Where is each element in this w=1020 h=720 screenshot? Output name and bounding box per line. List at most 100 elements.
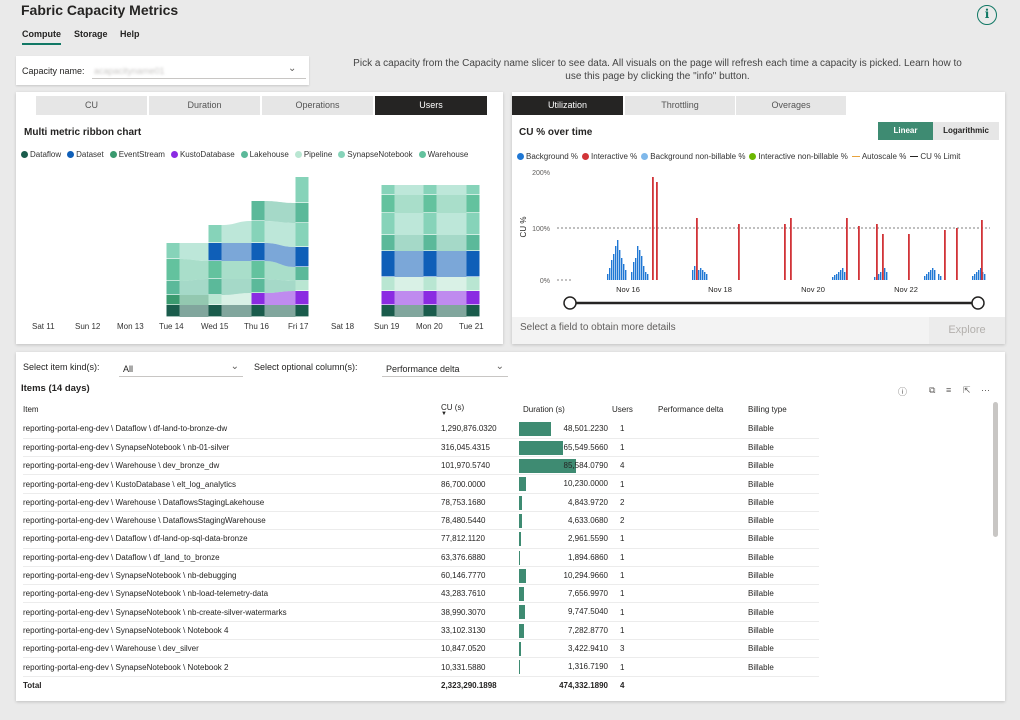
ribbon-segment[interactable]: [208, 295, 222, 305]
ribbon-segment[interactable]: [295, 267, 309, 281]
tab-utilization[interactable]: Utilization: [512, 96, 623, 115]
legend-item[interactable]: Lakehouse: [240, 150, 289, 159]
table-row[interactable]: reporting-portal-eng-dev \ SynapseNotebo…: [23, 657, 819, 677]
ribbon-segment[interactable]: [423, 195, 437, 213]
ribbon-segment[interactable]: [423, 305, 437, 317]
ribbon-segment[interactable]: [208, 225, 222, 243]
col-header-users[interactable]: Users: [612, 404, 633, 414]
table-row[interactable]: reporting-portal-eng-dev \ SynapseNotebo…: [23, 584, 819, 604]
legend-item[interactable]: Warehouse: [418, 150, 468, 159]
legend-item[interactable]: Background %: [517, 152, 578, 161]
ribbon-segment[interactable]: [295, 291, 309, 305]
ribbon-segment[interactable]: [466, 291, 480, 305]
table-scrollbar[interactable]: [993, 402, 998, 537]
chevron-down-icon[interactable]: ⌄: [288, 63, 297, 74]
ribbon-segment[interactable]: [423, 251, 437, 277]
ribbon-segment[interactable]: [251, 305, 265, 317]
item-kind-dropdown[interactable]: All ⌄: [119, 356, 243, 377]
legend-item[interactable]: Dataflow: [21, 150, 61, 159]
tab-help[interactable]: Help: [120, 29, 140, 39]
legend-item[interactable]: KustoDatabase: [170, 150, 235, 159]
table-row[interactable]: reporting-portal-eng-dev \ SynapseNotebo…: [23, 438, 819, 458]
tab-compute[interactable]: Compute: [22, 29, 61, 45]
ribbon-segment[interactable]: [381, 195, 395, 213]
capacity-slicer[interactable]: Capacity name: acapacityname01 ⌄: [16, 56, 309, 85]
capacity-value[interactable]: acapacityname01: [94, 66, 165, 76]
ribbon-chart[interactable]: [16, 162, 503, 322]
ribbon-segment[interactable]: [208, 261, 222, 279]
ribbon-segment[interactable]: [423, 235, 437, 251]
tab-storage[interactable]: Storage: [74, 29, 108, 39]
table-row[interactable]: reporting-portal-eng-dev \ Warehouse \ d…: [23, 456, 819, 476]
info-button[interactable]: i: [977, 5, 997, 25]
ribbon-segment[interactable]: [381, 185, 395, 195]
table-row[interactable]: reporting-portal-eng-dev \ Dataflow \ df…: [23, 420, 819, 439]
table-row[interactable]: reporting-portal-eng-dev \ Dataflow \ df…: [23, 548, 819, 567]
legend-item[interactable]: Dataset: [67, 150, 104, 159]
ribbon-segment[interactable]: [295, 223, 309, 247]
tab-duration[interactable]: Duration: [149, 96, 260, 115]
ribbon-segment[interactable]: [423, 291, 437, 305]
ribbon-segment[interactable]: [381, 251, 395, 277]
ribbon-segment[interactable]: [251, 201, 265, 221]
ribbon-segment[interactable]: [295, 305, 309, 317]
optional-column-dropdown[interactable]: Performance delta ⌄: [382, 356, 508, 377]
col-header-cu[interactable]: CU (s) ▼: [441, 398, 519, 420]
utilization-chart[interactable]: 200% 100% 0% CU % Nov 16 Nov 18 Nov 20 Nov 22: [512, 162, 1005, 312]
legend-item[interactable]: Interactive %: [582, 152, 637, 161]
tab-overages[interactable]: Overages: [736, 96, 846, 115]
legend-item[interactable]: Background non-billable %: [641, 152, 745, 161]
ribbon-segment[interactable]: [208, 243, 222, 261]
ribbon-segment[interactable]: [251, 279, 265, 293]
table-row[interactable]: reporting-portal-eng-dev \ SynapseNotebo…: [23, 566, 819, 586]
ribbon-segment[interactable]: [295, 177, 309, 203]
ribbon-segment[interactable]: [251, 293, 265, 305]
table-row[interactable]: reporting-portal-eng-dev \ KustoDatabase…: [23, 474, 819, 494]
filter-icon[interactable]: ≡: [946, 385, 952, 395]
table-row[interactable]: reporting-portal-eng-dev \ Warehouse \ d…: [23, 639, 819, 659]
scale-linear-button[interactable]: Linear: [878, 122, 933, 140]
ribbon-segment[interactable]: [251, 261, 265, 279]
scale-logarithmic-button[interactable]: Logarithmic: [933, 122, 999, 140]
ribbon-segment[interactable]: [466, 195, 480, 213]
ribbon-segment[interactable]: [466, 185, 480, 195]
table-row[interactable]: reporting-portal-eng-dev \ Warehouse \ D…: [23, 493, 819, 512]
copy-icon[interactable]: ⧉: [929, 385, 936, 395]
ribbon-segment[interactable]: [381, 235, 395, 251]
ribbon-segment[interactable]: [208, 279, 222, 295]
col-header-duration[interactable]: Duration (s): [523, 404, 565, 414]
ribbon-segment[interactable]: [295, 203, 309, 223]
tab-users[interactable]: Users: [375, 96, 487, 115]
col-header-perf[interactable]: Performance delta: [658, 404, 724, 414]
legend-item[interactable]: Pipeline: [294, 150, 332, 159]
tab-operations[interactable]: Operations: [262, 96, 373, 115]
ribbon-segment[interactable]: [166, 243, 180, 259]
col-header-billing[interactable]: Billing type: [748, 404, 787, 414]
legend-item[interactable]: SynapseNotebook: [338, 150, 413, 159]
ribbon-segment[interactable]: [381, 291, 395, 305]
ribbon-segment[interactable]: [166, 295, 180, 305]
ribbon-segment[interactable]: [166, 259, 180, 281]
legend-item[interactable]: Interactive non-billable %: [749, 152, 848, 161]
table-row[interactable]: reporting-portal-eng-dev \ Dataflow \ df…: [23, 529, 819, 549]
table-row[interactable]: reporting-portal-eng-dev \ SynapseNotebo…: [23, 621, 819, 641]
ribbon-segment[interactable]: [381, 277, 395, 291]
focus-mode-icon[interactable]: ⇱: [963, 385, 971, 395]
ribbon-segment[interactable]: [251, 221, 265, 243]
explore-button[interactable]: Explore: [929, 317, 1005, 344]
legend-item[interactable]: Autoscale %: [851, 152, 906, 161]
ribbon-segment[interactable]: [423, 277, 437, 291]
ribbon-segment[interactable]: [466, 277, 480, 291]
ribbon-segment[interactable]: [423, 185, 437, 195]
ribbon-segment[interactable]: [166, 281, 180, 295]
table-row[interactable]: reporting-portal-eng-dev \ Warehouse \ D…: [23, 511, 819, 531]
ribbon-segment[interactable]: [251, 243, 265, 261]
ribbon-segment[interactable]: [295, 247, 309, 267]
ribbon-segment[interactable]: [466, 213, 480, 235]
ribbon-segment[interactable]: [466, 235, 480, 251]
more-options-icon[interactable]: ⋯: [981, 385, 990, 395]
legend-item[interactable]: EventStream: [109, 150, 165, 159]
tab-throttling[interactable]: Throttling: [625, 96, 735, 115]
col-header-item[interactable]: Item: [23, 404, 39, 414]
ribbon-segment[interactable]: [466, 251, 480, 277]
